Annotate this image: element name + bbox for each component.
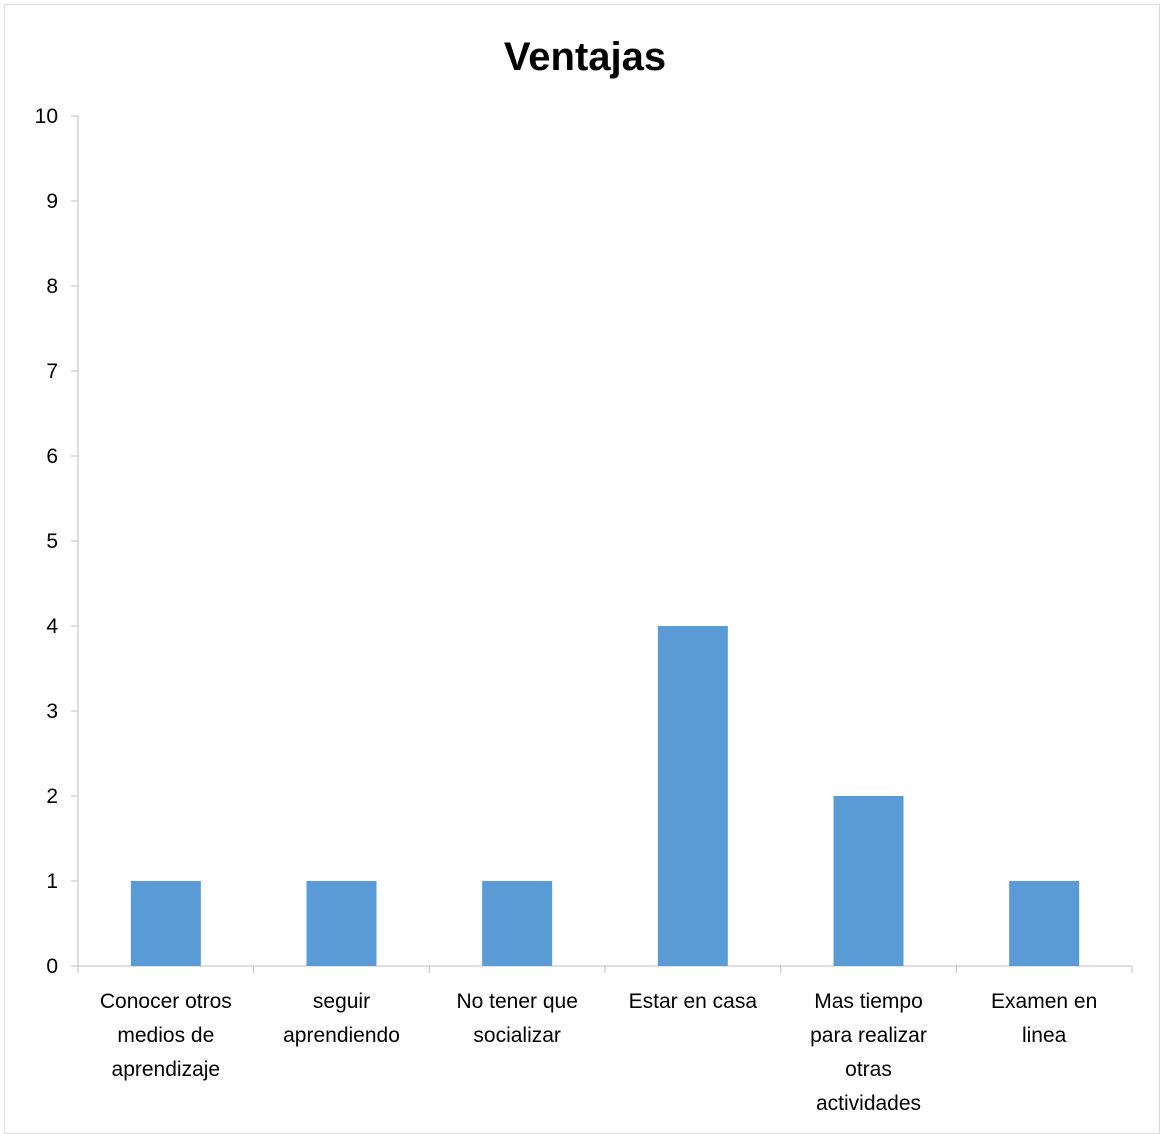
y-tick-label: 7 (46, 360, 58, 383)
y-tick-label: 1 (46, 870, 58, 893)
y-tick-label: 9 (46, 190, 58, 213)
x-axis-labels: Conocer otros medios de aprendizaje seguir a… (100, 990, 1097, 1115)
x-category-label-line: otras (845, 1058, 892, 1081)
y-tick-label: 6 (46, 445, 58, 468)
x-category-label: Examen en linea (991, 990, 1097, 1047)
bar-series (130, 626, 1080, 966)
y-tick-label: 0 (46, 955, 58, 978)
x-category-label-line: socializar (473, 1024, 561, 1047)
x-category-label-line: linea (1022, 1024, 1067, 1047)
y-tick-label: 5 (46, 530, 58, 553)
x-category-label-line: No tener que (456, 990, 577, 1013)
bar (833, 796, 904, 966)
x-category-label-line: aprendizaje (112, 1058, 221, 1081)
x-category-label-line: seguir (313, 990, 370, 1013)
x-category-label-line: Mas tiempo (814, 990, 923, 1013)
y-axis-ticks: 0 1 2 3 4 5 6 7 8 9 10 (35, 105, 78, 978)
bar (482, 881, 553, 966)
y-tick-label: 10 (35, 105, 58, 128)
x-category-label-line: actividades (816, 1092, 921, 1115)
x-category-label: Conocer otros medios de aprendizaje (100, 990, 232, 1081)
x-category-label-line: Conocer otros (100, 990, 232, 1013)
x-category-label-line: para realizar (810, 1024, 927, 1047)
bar (306, 881, 377, 966)
x-category-label: seguir aprendiendo (283, 990, 400, 1047)
y-tick-label: 4 (46, 615, 58, 638)
y-tick-label: 2 (46, 785, 58, 808)
y-tick-label: 3 (46, 700, 58, 723)
x-category-label: Estar en casa (629, 990, 758, 1013)
x-axis-ticks (77, 966, 1133, 973)
bar (1009, 881, 1080, 966)
bar (130, 881, 201, 966)
y-tick-label: 8 (46, 275, 58, 298)
x-category-label-line: aprendiendo (283, 1024, 400, 1047)
x-category-label: Mas tiempo para realizar otras actividades (810, 990, 927, 1115)
x-category-label-line: medios de (117, 1024, 214, 1047)
x-category-label: No tener que socializar (456, 990, 577, 1047)
x-category-label-line: Estar en casa (629, 990, 758, 1013)
chart-title: Ventajas (504, 35, 666, 79)
bar (657, 626, 728, 966)
x-category-label-line: Examen en (991, 990, 1097, 1013)
